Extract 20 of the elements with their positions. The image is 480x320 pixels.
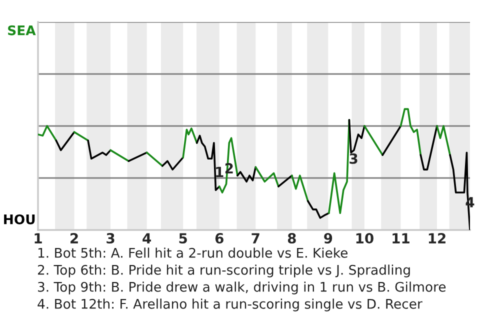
x-tick-label: 12	[428, 233, 446, 244]
text: 1. Bot 5th: A. Fell hit a 2-run double vs E. Kieke	[38, 248, 348, 258]
x-tick-label: 10	[356, 233, 374, 244]
x-tick-label: 2	[70, 233, 78, 244]
x-tick-label: 3	[106, 233, 114, 244]
text: 3. Top 9th: B. Pride drew a walk, driving in 1 run vs B. Gilmore	[38, 282, 446, 294]
text: 4. Bot 12th: F. Arellano hit a run-scoring single vs D. Recer	[38, 298, 422, 312]
annotation: 1	[216, 166, 224, 177]
x-tick-label: 7	[252, 233, 260, 244]
text: HOU	[4, 214, 35, 224]
text: SEA	[8, 25, 36, 36]
x-tick-label: 1	[34, 233, 42, 244]
annotation: 3	[350, 153, 358, 164]
x-tick-label: 11	[392, 233, 410, 244]
x-tick-label: 8	[288, 233, 296, 244]
x-tick-label: 4	[142, 233, 152, 244]
x-tick-label: 6	[215, 233, 224, 244]
text: 2. Top 6th: B. Pride hit a run-scoring triple vs J. Spradling	[38, 264, 410, 278]
x-tick-label: 5	[179, 233, 187, 244]
x-tick-label: 9	[324, 233, 332, 244]
